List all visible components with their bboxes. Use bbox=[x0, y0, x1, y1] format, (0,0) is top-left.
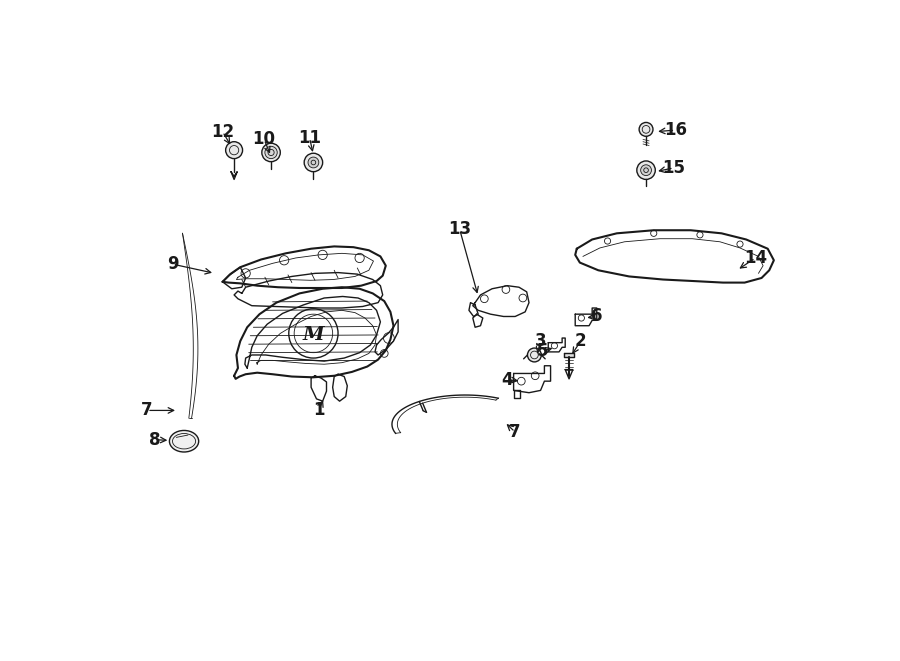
Circle shape bbox=[304, 153, 322, 172]
Text: 15: 15 bbox=[662, 159, 685, 177]
Text: 7: 7 bbox=[509, 423, 521, 441]
Text: 9: 9 bbox=[166, 255, 178, 273]
Text: 6: 6 bbox=[591, 307, 602, 325]
Text: 10: 10 bbox=[253, 130, 275, 148]
Circle shape bbox=[637, 161, 655, 179]
Ellipse shape bbox=[169, 430, 199, 452]
Text: 2: 2 bbox=[575, 332, 587, 350]
Text: 7: 7 bbox=[141, 401, 153, 420]
Text: 11: 11 bbox=[298, 129, 321, 147]
Polygon shape bbox=[564, 353, 573, 358]
Text: 13: 13 bbox=[448, 221, 472, 239]
Text: 8: 8 bbox=[149, 431, 160, 449]
Text: 5: 5 bbox=[537, 342, 549, 360]
Text: 16: 16 bbox=[664, 121, 687, 139]
Text: 12: 12 bbox=[211, 123, 234, 141]
Text: M: M bbox=[302, 326, 324, 344]
Circle shape bbox=[308, 157, 319, 168]
Text: 4: 4 bbox=[501, 371, 513, 389]
Text: 1: 1 bbox=[313, 401, 325, 420]
Circle shape bbox=[641, 165, 652, 176]
Text: 3: 3 bbox=[535, 332, 546, 350]
Circle shape bbox=[639, 122, 653, 136]
Circle shape bbox=[527, 348, 541, 362]
Circle shape bbox=[265, 146, 277, 159]
Text: 14: 14 bbox=[743, 249, 767, 267]
Circle shape bbox=[226, 141, 243, 159]
Circle shape bbox=[262, 143, 280, 162]
